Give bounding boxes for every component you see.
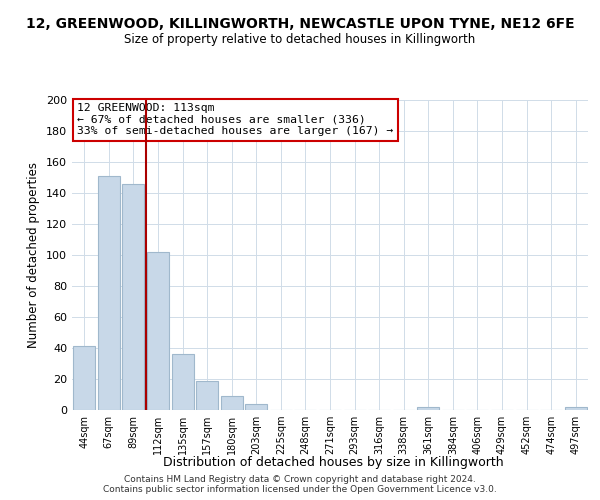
Bar [245,404,268,410]
Bar [172,354,194,410]
Text: Contains HM Land Registry data © Crown copyright and database right 2024.: Contains HM Land Registry data © Crown c… [124,475,476,484]
Text: 12, GREENWOOD, KILLINGWORTH, NEWCASTLE UPON TYNE, NE12 6FE: 12, GREENWOOD, KILLINGWORTH, NEWCASTLE U… [26,18,574,32]
Bar [417,407,439,410]
Bar [565,407,587,410]
Bar [122,184,145,410]
Y-axis label: Number of detached properties: Number of detached properties [28,162,40,348]
Text: Contains public sector information licensed under the Open Government Licence v3: Contains public sector information licen… [103,485,497,494]
Text: 12 GREENWOOD: 113sqm
← 67% of detached houses are smaller (336)
33% of semi-deta: 12 GREENWOOD: 113sqm ← 67% of detached h… [77,103,394,136]
Bar [73,346,95,410]
Text: Distribution of detached houses by size in Killingworth: Distribution of detached houses by size … [163,456,503,469]
Bar [221,396,243,410]
Bar [98,176,120,410]
Bar [147,252,169,410]
Text: Size of property relative to detached houses in Killingworth: Size of property relative to detached ho… [124,32,476,46]
Bar [196,380,218,410]
